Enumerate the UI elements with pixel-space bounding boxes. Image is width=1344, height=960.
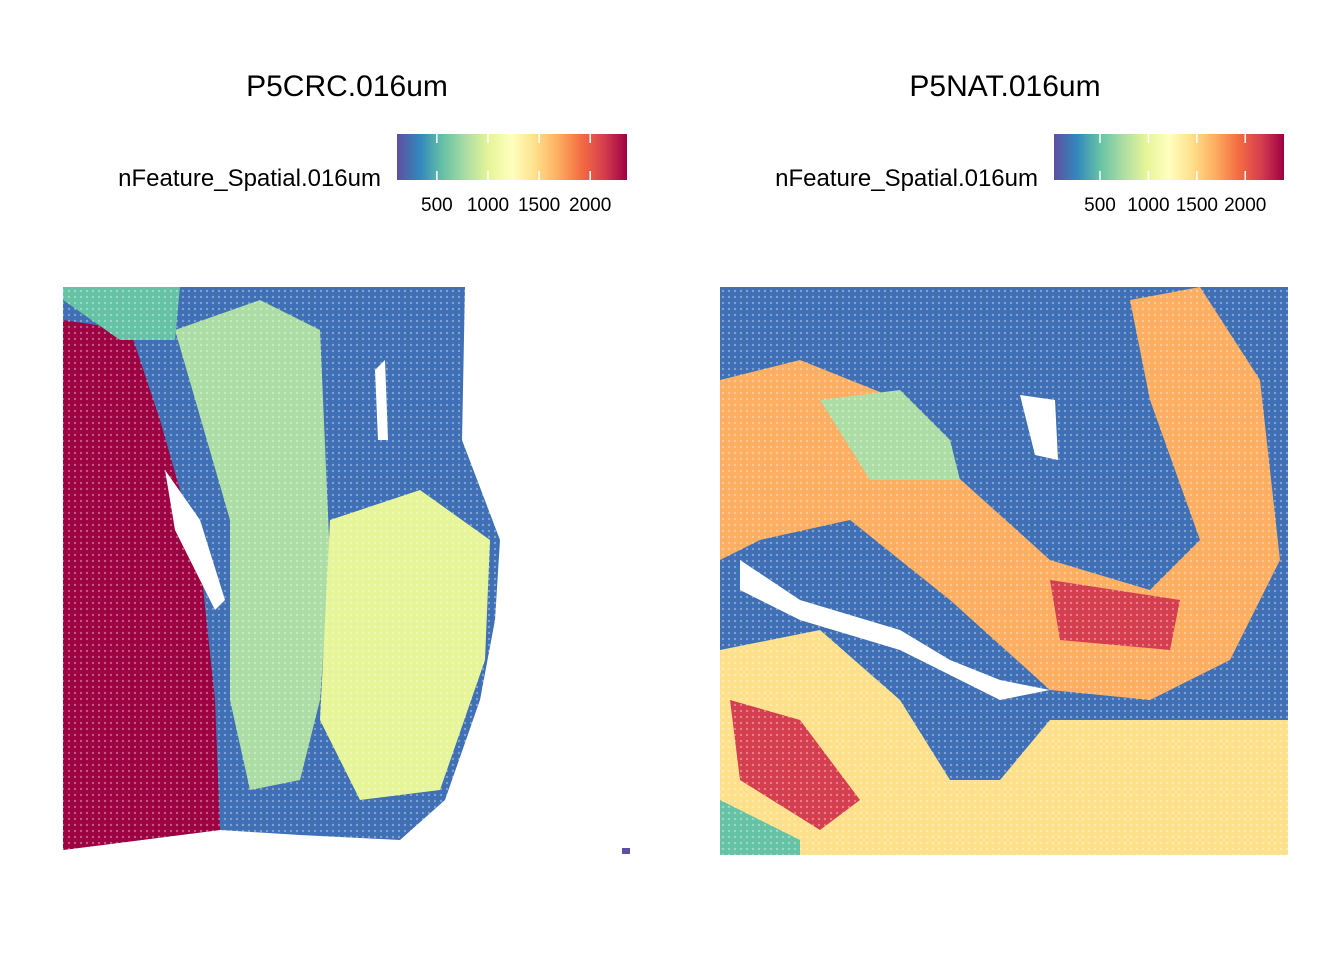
colorbar bbox=[1054, 134, 1284, 180]
colorbar-tick-label: 2000 bbox=[1224, 195, 1266, 216]
colorbar-tick-label: 1000 bbox=[1127, 195, 1169, 216]
panel-title: P5NAT.016um bbox=[909, 70, 1100, 103]
legend-title: nFeature_Spatial.016um bbox=[775, 165, 1038, 192]
tissue-left bbox=[63, 287, 630, 857]
colorbar-tick-label: 500 bbox=[1084, 195, 1116, 216]
colorbar-tick-label: 500 bbox=[421, 195, 453, 216]
tissue-right bbox=[720, 287, 1288, 855]
legend-title: nFeature_Spatial.016um bbox=[118, 165, 381, 192]
colorbar-tick-label: 2000 bbox=[569, 195, 611, 216]
colorbar-tick-label: 1000 bbox=[467, 195, 509, 216]
colorbar-tick-label: 1500 bbox=[1176, 195, 1218, 216]
panel-title: P5CRC.016um bbox=[246, 70, 448, 103]
colorbar-tick-label: 1500 bbox=[518, 195, 560, 216]
colorbar bbox=[397, 134, 627, 180]
